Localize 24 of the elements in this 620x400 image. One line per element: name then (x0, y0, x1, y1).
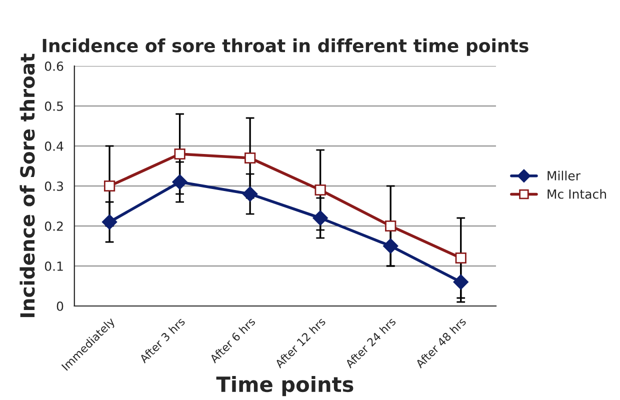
legend-label: Mc Intach (548, 189, 606, 199)
chart-title: Incidence of sore throat in different time points (42, 38, 528, 56)
point (383, 238, 398, 254)
y-tick-label: 0.3 (44, 181, 63, 191)
y-tick-label: 0.1 (44, 261, 63, 271)
point (102, 214, 118, 230)
y-tick-label: 0.4 (44, 141, 64, 151)
x-axis-title: Time points (216, 376, 354, 396)
y-axis-title: Incidence of Sore throat (20, 54, 35, 318)
y-tick-label: 0.5 (44, 101, 63, 111)
legend-label: Miller (548, 170, 580, 180)
point (104, 180, 116, 192)
point (455, 252, 466, 264)
y-tick-label: 0 (56, 301, 64, 311)
point (312, 210, 328, 226)
point (385, 220, 396, 232)
y-tick-label: 0.2 (44, 221, 63, 231)
point (242, 186, 258, 202)
y-tick-label: 0.6 (44, 61, 64, 71)
point (453, 274, 468, 290)
point (244, 152, 256, 164)
point (174, 148, 186, 160)
point (314, 184, 326, 196)
point (172, 174, 188, 190)
